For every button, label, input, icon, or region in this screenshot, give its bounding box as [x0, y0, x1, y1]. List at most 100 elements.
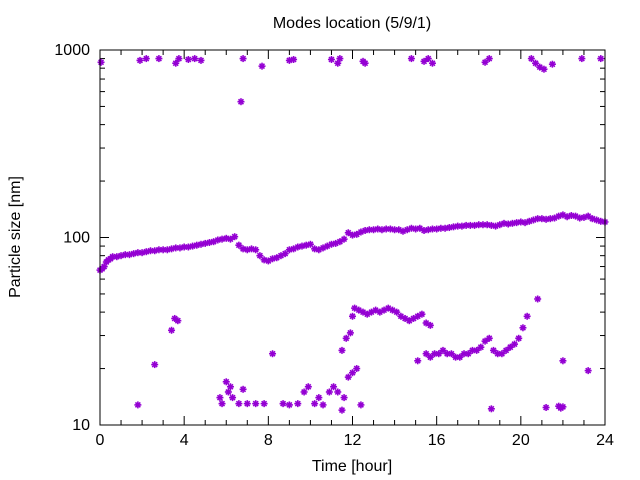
data-point — [304, 383, 312, 391]
data-point — [527, 55, 535, 63]
data-point — [273, 254, 281, 262]
data-point — [338, 406, 346, 414]
data-point — [534, 295, 542, 303]
data-point — [174, 317, 182, 325]
y-tick-label: 100 — [63, 230, 90, 247]
x-tick-label: 16 — [428, 432, 446, 449]
data-point — [258, 62, 266, 70]
data-point — [357, 401, 365, 409]
data-point — [338, 346, 346, 354]
data-point — [340, 235, 348, 243]
data-point — [346, 329, 354, 337]
data-point — [226, 383, 234, 391]
data-point — [279, 400, 287, 408]
data-point — [336, 55, 344, 63]
data-point — [559, 403, 567, 411]
data-point — [519, 324, 527, 332]
data-point — [393, 308, 401, 316]
data-point — [584, 367, 592, 375]
data-point — [231, 233, 239, 241]
data-point — [226, 235, 234, 243]
data-point — [168, 326, 176, 334]
data-point — [386, 225, 394, 233]
data-point — [344, 373, 352, 381]
data-point — [420, 57, 428, 65]
data-point — [252, 246, 260, 254]
data-point — [489, 346, 497, 354]
data-point — [214, 236, 222, 244]
data-point — [424, 55, 432, 63]
x-tick-label: 24 — [596, 432, 614, 449]
data-point — [542, 403, 550, 411]
data-point — [237, 98, 245, 106]
y-tick-label: 10 — [72, 417, 90, 434]
data-point — [559, 357, 567, 365]
data-point — [485, 334, 493, 342]
data-point — [155, 55, 163, 63]
data-point — [428, 59, 436, 67]
data-point — [311, 400, 319, 408]
data-point — [218, 400, 226, 408]
x-tick-label: 20 — [512, 432, 530, 449]
data-point — [256, 252, 264, 260]
data-point — [300, 388, 308, 396]
data-point — [294, 400, 302, 408]
data-point — [506, 343, 514, 351]
data-point — [435, 350, 443, 358]
x-tick-label: 12 — [344, 432, 362, 449]
data-point — [349, 369, 356, 377]
data-point — [216, 394, 224, 402]
data-point — [243, 246, 251, 254]
data-point — [511, 340, 519, 348]
data-point — [578, 55, 586, 63]
data-point — [239, 385, 247, 393]
data-point — [197, 56, 205, 64]
data-point — [136, 56, 144, 64]
data-point — [224, 388, 232, 396]
data-point — [426, 321, 434, 329]
data-point — [222, 234, 230, 242]
plot-frame — [99, 49, 606, 426]
data-point — [523, 312, 531, 320]
data-point — [142, 55, 150, 63]
chart-title: Modes location (5/9/1) — [273, 15, 431, 32]
data-point — [175, 55, 183, 63]
data-point — [548, 60, 556, 68]
data-point — [485, 55, 493, 63]
data-point — [290, 55, 298, 63]
data-point — [361, 59, 369, 67]
data-point — [191, 55, 199, 63]
data-point — [229, 394, 237, 402]
data-point — [330, 383, 338, 391]
data-point — [483, 221, 491, 229]
data-point — [235, 400, 243, 408]
data-point — [134, 401, 142, 409]
data-point — [334, 388, 342, 396]
data-point — [349, 312, 356, 320]
data-points — [96, 55, 609, 414]
data-point — [342, 334, 350, 342]
data-point — [172, 59, 180, 67]
data-point — [361, 226, 369, 234]
data-point — [269, 350, 277, 358]
data-point — [285, 401, 293, 409]
data-point — [315, 394, 323, 402]
data-point — [327, 55, 335, 63]
data-point — [487, 405, 495, 413]
data-point — [184, 55, 192, 63]
data-point — [407, 55, 415, 63]
y-axis-label: Particle size [nm] — [7, 176, 24, 298]
axis-ticks: 0 4 8 12 16 20 24 10 100 1000 — [54, 42, 614, 449]
y-tick-label: 1000 — [54, 42, 90, 59]
x-tick-label: 0 — [96, 432, 105, 449]
data-point — [540, 65, 548, 73]
data-point — [477, 343, 485, 351]
data-point — [515, 334, 523, 342]
x-axis-label: Time [hour] — [312, 458, 392, 475]
data-point — [471, 221, 479, 229]
x-tick-label: 4 — [180, 432, 189, 449]
data-point — [151, 361, 159, 369]
data-point — [418, 310, 426, 318]
data-point — [222, 378, 230, 386]
